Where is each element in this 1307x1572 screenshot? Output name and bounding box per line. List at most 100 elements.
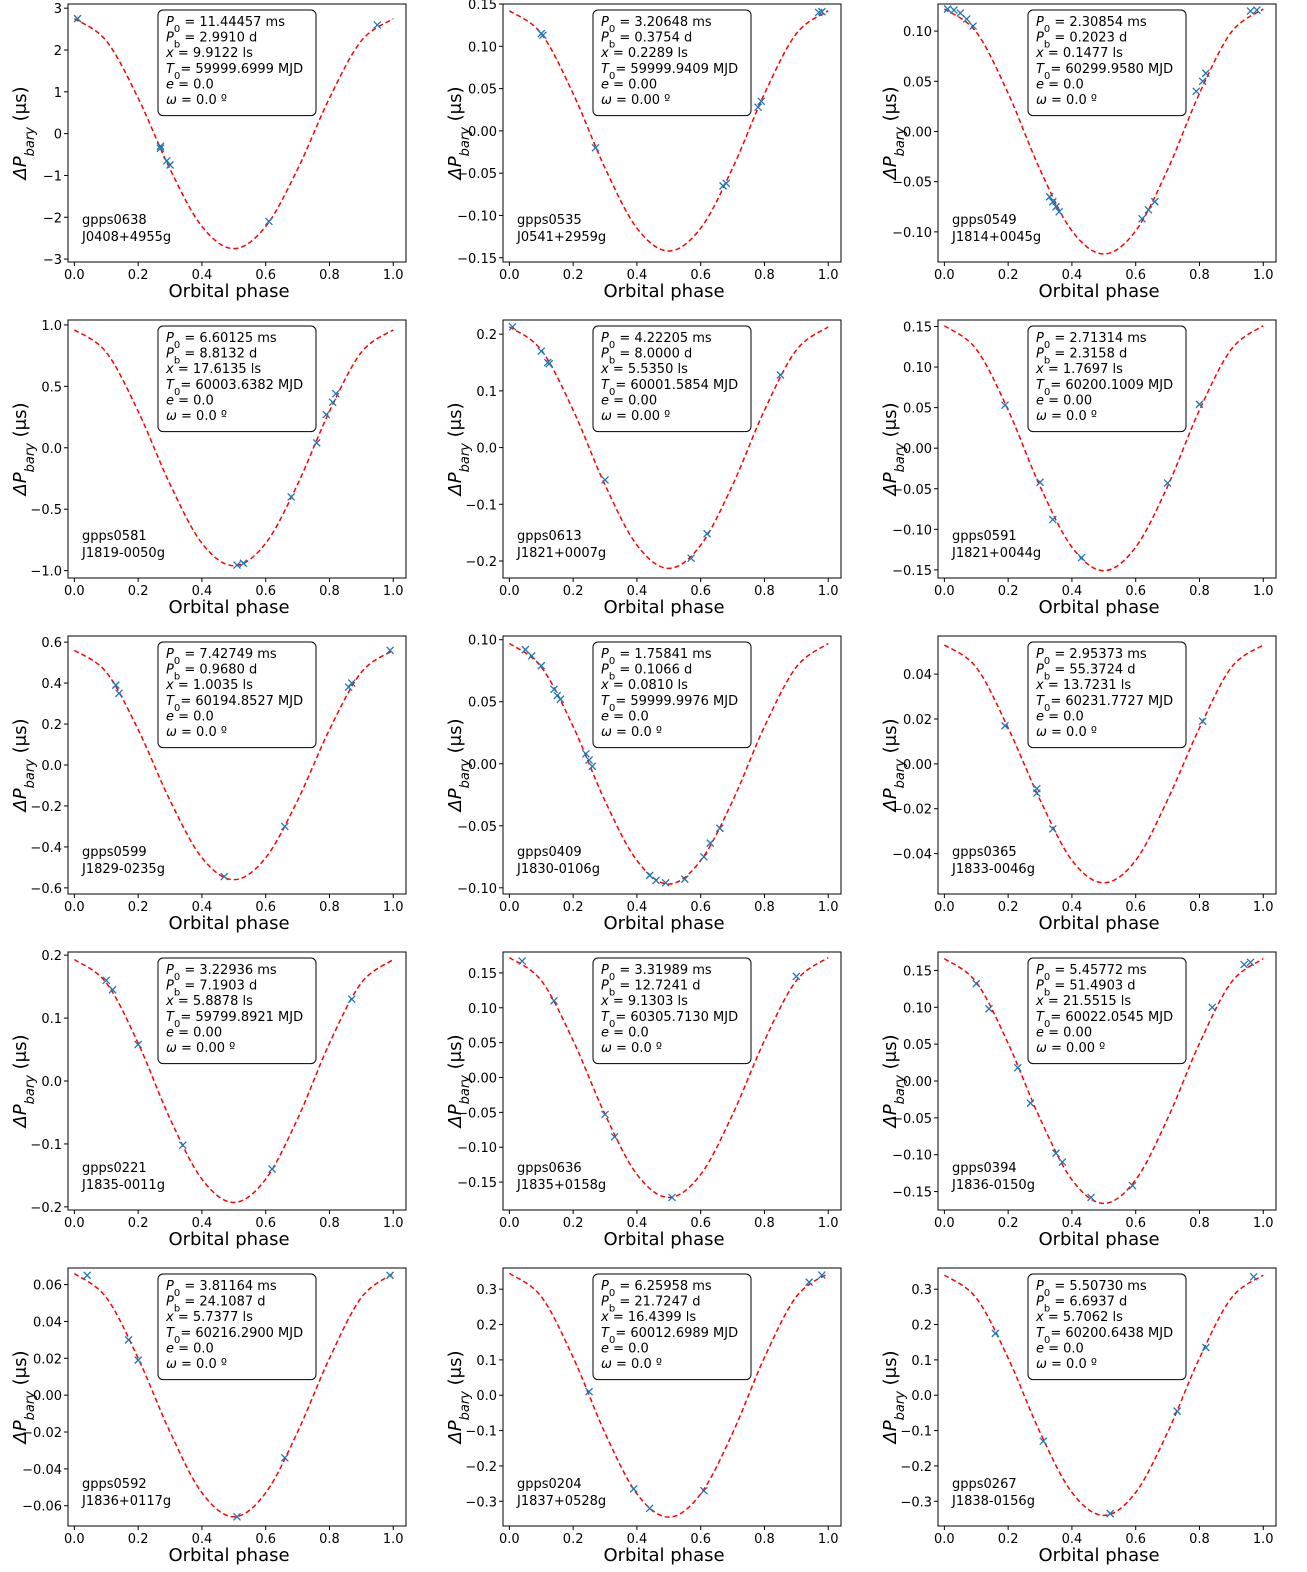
x-tick-label: 1.0 (818, 268, 839, 283)
x-tick-label: 0.2 (563, 1216, 584, 1231)
y-label-part: bary (458, 127, 473, 157)
param-line: T0= 59999.6999 MJD (166, 62, 303, 82)
y-axis-label: ΔPbary (μs) (445, 1350, 473, 1445)
y-tick-label: −0.15 (892, 1186, 932, 1201)
param-line: ω = 0.00 º (601, 93, 670, 108)
param-part: P (601, 331, 609, 346)
param-part: = 2.71314 ms (1050, 331, 1147, 346)
plot-frame (67, 3, 407, 263)
param-line: Pb = 8.0000 d (601, 347, 692, 367)
param-line: ω = 0.0 º (1036, 93, 1097, 108)
param-part: = 0.00 (1044, 1025, 1092, 1040)
param-line: x = 9.1303 ls (600, 994, 688, 1009)
pulsar-name: gpps0592 (82, 1477, 147, 1492)
x-tick-label: 0.0 (934, 1532, 955, 1547)
param-part: 0 (1044, 24, 1050, 35)
param-part: = 3.20648 ms (615, 15, 712, 30)
param-part: 0 (609, 1018, 615, 1029)
x-tick-label: 0.2 (563, 584, 584, 599)
param-part: = 0.3754 d (615, 31, 692, 46)
x-tick-label: 0.0 (64, 584, 85, 599)
param-part: = 24.1087 d (180, 1295, 265, 1310)
y-tick-label: 0.2 (476, 1319, 497, 1334)
x-tick-label: 1.0 (383, 1216, 404, 1231)
param-line: Pb = 8.8132 d (166, 347, 257, 367)
param-part: ω (1036, 725, 1047, 740)
param-part: P (1036, 331, 1044, 346)
param-part: = 0.0 (174, 709, 214, 724)
param-part: 0 (174, 702, 180, 713)
x-tick-label: 0.0 (934, 900, 955, 915)
param-part: = 3.81164 ms (180, 1279, 277, 1294)
param-part: = 0.00 (609, 77, 657, 92)
param-part: P (601, 347, 609, 362)
param-line: ω = 0.0 º (166, 1357, 227, 1372)
x-tick-label: 0.4 (192, 584, 213, 599)
fit-curve (943, 8, 1264, 255)
x-tick-label: 0.8 (1189, 1532, 1210, 1547)
x-tick-label: 0.2 (998, 1532, 1019, 1547)
param-part: 0 (174, 1288, 180, 1299)
param-line: x = 0.0810 ls (600, 678, 688, 693)
pulsar-name: J1836-0150g (951, 1178, 1035, 1193)
data-point (969, 22, 978, 31)
param-part: 0 (174, 24, 180, 35)
y-tick-label: −0.4 (30, 841, 62, 856)
y-tick-label: 0.00 (468, 125, 497, 140)
param-part: P (601, 31, 609, 46)
pulsar-name: gpps0549 (952, 213, 1017, 228)
data-point (699, 1486, 708, 1495)
data-point (1128, 1181, 1137, 1190)
param-part: = 0.0 º (1047, 725, 1097, 740)
param-part: = 6.6937 d (1050, 1295, 1127, 1310)
data-point (792, 972, 801, 981)
x-axis-label: Orbital phase (1038, 281, 1159, 302)
x-tick-label: 0.4 (192, 1532, 213, 1547)
y-tick-label: 0.2 (41, 718, 62, 733)
panel: 0.0 0.2 0.4 0.6 0.8 1.0 −0.3 −0.2 −0.1 0.0 0.1 0.2 0… (445, 1267, 842, 1566)
data-point (156, 142, 165, 151)
y-tick-label: −0.1 (30, 1138, 62, 1153)
param-line: x = 5.8878 ls (165, 994, 253, 1009)
param-part: P (1036, 1295, 1044, 1310)
param-part: P (601, 979, 609, 994)
param-part: x (165, 46, 174, 61)
param-box (592, 641, 752, 749)
y-axis-label: ΔPbary (μs) (880, 718, 908, 813)
x-tick-label: 0.6 (690, 1216, 711, 1231)
y-tick-label: −0.2 (900, 1460, 932, 1475)
data-point (521, 645, 530, 654)
y-axis-label: ΔPbary (μs) (10, 718, 38, 813)
data-point (156, 144, 165, 153)
x-tick-label: 1.0 (818, 1532, 839, 1547)
param-box (1027, 9, 1187, 117)
param-part: P (1036, 347, 1044, 362)
plot-frame (937, 3, 1277, 263)
param-part: 0 (1044, 1288, 1050, 1299)
data-point (1163, 479, 1172, 488)
data-point (328, 398, 337, 407)
param-part: = 59999.9409 MJD (615, 62, 738, 77)
x-axis-label: Orbital phase (1038, 597, 1159, 618)
data-point (1052, 202, 1060, 211)
x-tick-label: 0.2 (563, 1532, 584, 1547)
param-box (157, 325, 317, 433)
param-part: P (166, 979, 174, 994)
param-part: = 0.0 (1044, 709, 1084, 724)
x-tick-label: 0.6 (1125, 1532, 1146, 1547)
param-part: P (601, 663, 609, 678)
param-part: = 0.00 (174, 1025, 222, 1040)
data-point (699, 852, 708, 861)
x-tick-label: 1.0 (383, 1532, 404, 1547)
data-point (754, 103, 763, 112)
pulsar-name: J1814+0045g (951, 230, 1041, 245)
param-part: b (1044, 987, 1050, 998)
y-tick-label: 0.00 (903, 758, 932, 773)
x-tick-label: 0.8 (754, 584, 775, 599)
param-part: ω (601, 409, 612, 424)
param-part: P (1036, 647, 1044, 662)
param-part: = 0.00 º (1047, 1041, 1105, 1056)
param-part: ω (1036, 1041, 1047, 1056)
param-part: ω (601, 93, 612, 108)
pulsar-name: gpps0204 (517, 1477, 582, 1492)
